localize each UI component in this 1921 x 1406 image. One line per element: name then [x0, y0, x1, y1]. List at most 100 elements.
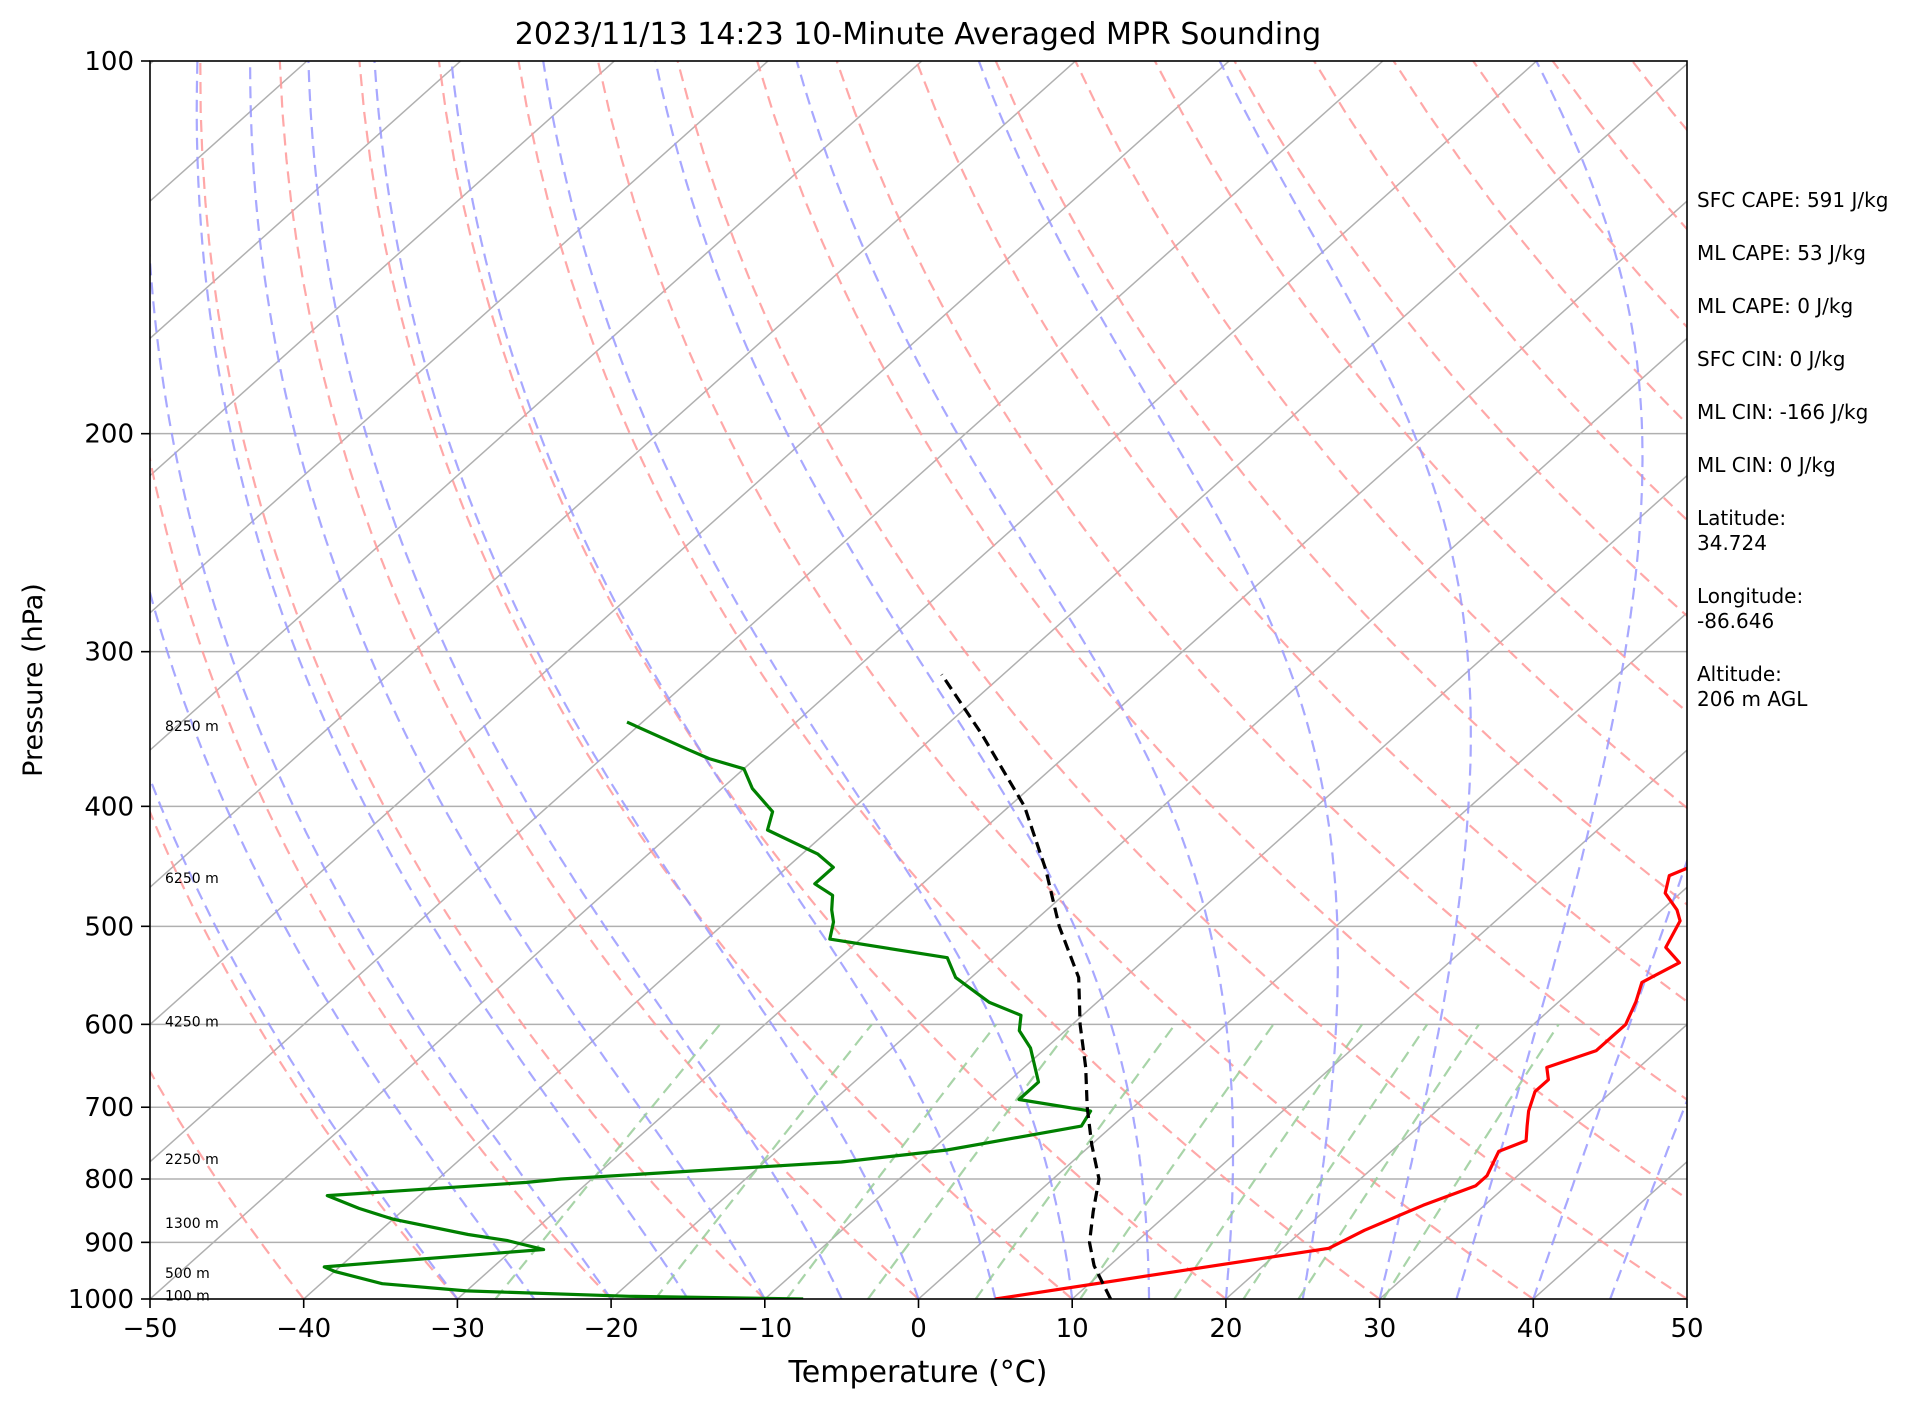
- x-tick-label: 10: [1056, 1314, 1089, 1344]
- moist-adiabat-line: [307, 61, 843, 1299]
- dry-adiabat-line: [437, 61, 1227, 1299]
- reference-lines: [150, 61, 1687, 1299]
- height-label: 8250 m: [165, 719, 219, 735]
- mixing-ratio-line: [1382, 1023, 1560, 1299]
- x-tick-label: 0: [910, 1314, 927, 1344]
- x-tick-label: 50: [1670, 1314, 1703, 1344]
- moist-adiabat-line: [195, 61, 689, 1299]
- mixing-ratio-line: [654, 1023, 873, 1299]
- x-tick-label: 20: [1209, 1314, 1242, 1344]
- y-tick-label: 1000: [68, 1285, 134, 1315]
- isotherm-line: [150, 61, 923, 752]
- x-tick-label: −10: [737, 1314, 792, 1344]
- dry-adiabat-line: [199, 61, 766, 1299]
- x-tick-label: −40: [276, 1314, 331, 1344]
- isotherm-line: [764, 474, 1687, 1299]
- moist-adiabat-line: [795, 61, 1235, 1299]
- moist-adiabat-line: [249, 61, 766, 1299]
- moist-adiabat-line: [150, 245, 612, 1299]
- y-tick-label: 200: [84, 420, 134, 450]
- height-label: 100 m: [165, 1288, 210, 1304]
- dry-adiabat-line: [756, 61, 1687, 1200]
- y-tick-label: 500: [84, 912, 134, 942]
- isotherm-line: [303, 62, 1687, 1299]
- height-label: 6250 m: [165, 871, 219, 887]
- x-tick-label: 30: [1363, 1314, 1396, 1344]
- moist-adiabat-line: [150, 775, 459, 1299]
- y-tick-label: 700: [84, 1093, 134, 1123]
- isotherm-line: [610, 337, 1687, 1299]
- chart-title: 2023/11/13 14:23 10-Minute Averaged MPR …: [515, 17, 1321, 52]
- y-tick-label: 300: [84, 638, 134, 668]
- moist-adiabat-line: [373, 61, 920, 1299]
- moist-adiabat-line: [977, 61, 1339, 1299]
- y-tick-label: 400: [84, 792, 134, 822]
- mixing-ratio-line: [867, 1023, 1075, 1299]
- mixing-ratio-line: [785, 1023, 998, 1299]
- height-label: 4250 m: [165, 1015, 219, 1031]
- moist-adiabat-line: [1218, 61, 1472, 1299]
- temperature-profile-line: [995, 866, 1687, 1299]
- isotherm-line: [150, 61, 615, 477]
- x-axis-label: Temperature (°C): [788, 1355, 1048, 1390]
- isotherm-line: [150, 61, 1384, 1163]
- longitude-value: Longitude: -86.646: [1697, 584, 1804, 633]
- y-tick-label: 600: [84, 1010, 134, 1040]
- isotherm-line: [150, 61, 1230, 1026]
- y-axis-label: Pressure (hPa): [18, 583, 49, 777]
- ml-cape-value: ML CAPE: 53 J/kg: [1697, 241, 1866, 265]
- dry-adiabat-line: [517, 61, 1381, 1299]
- dry-adiabat-line: [1233, 61, 1687, 618]
- height-label: 2250 m: [165, 1152, 219, 1168]
- dry-adiabat-line: [915, 61, 1687, 1003]
- isotherm-line: [1379, 1023, 1687, 1299]
- y-tick-label: 800: [84, 1165, 134, 1195]
- y-tick-label: 900: [84, 1228, 134, 1258]
- moist-adiabat-line: [1455, 61, 1644, 1299]
- isotherm-line: [1071, 749, 1687, 1299]
- mixing-ratio-line: [1297, 1023, 1480, 1299]
- isotherm-line: [150, 61, 1538, 1299]
- moist-adiabat-line: [542, 61, 1074, 1299]
- mixing-ratio-line: [974, 1023, 1176, 1299]
- sounding-info-panel: SFC CAPE: 591 J/kg ML CAPE: 53 J/kg ML C…: [1697, 188, 1917, 740]
- x-tick-label: −30: [430, 1314, 485, 1344]
- dry-adiabat-line: [835, 61, 1687, 1101]
- ml-cape-value-2: ML CAPE: 0 J/kg: [1697, 294, 1854, 318]
- x-axis-ticks: −50 −40 −30 −20 −10 0 10 20 30 40 50: [123, 1299, 1704, 1344]
- isotherm-line: [150, 61, 769, 614]
- isotherm-line: [150, 61, 1076, 889]
- sfc-cin-value: SFC CIN: 0 J/kg: [1697, 347, 1846, 371]
- mixing-ratio-line: [1242, 1023, 1429, 1299]
- height-labels: 8250 m 6250 m 4250 m 2250 m 1300 m 500 m 100 m: [165, 719, 219, 1304]
- dry-adiabat-line: [358, 61, 1073, 1299]
- moist-adiabat-line: [654, 61, 1151, 1299]
- ml-cin-value-2: ML CIN: 0 J/kg: [1697, 453, 1836, 477]
- height-label: 1300 m: [165, 1216, 219, 1232]
- parcel-path-line: [940, 673, 1113, 1299]
- y-tick-label: 100: [84, 47, 134, 77]
- x-tick-label: −50: [123, 1314, 178, 1344]
- isotherm-line: [456, 200, 1687, 1299]
- dry-adiabat-line: [150, 454, 612, 1299]
- dewpoint-profile-line: [322, 720, 1093, 1299]
- data-series: [322, 673, 1687, 1299]
- x-tick-label: −20: [584, 1314, 639, 1344]
- dry-adiabat-line: [278, 61, 920, 1299]
- mixing-ratio-line: [494, 1023, 721, 1299]
- height-label: 500 m: [165, 1266, 210, 1282]
- latitude-value: Latitude: 34.724: [1697, 506, 1787, 555]
- isotherm-line: [918, 611, 1687, 1299]
- x-tick-label: 40: [1517, 1314, 1550, 1344]
- dry-adiabat-line: [676, 61, 1687, 1299]
- mixing-ratio-line: [1173, 1023, 1364, 1299]
- mixing-ratio-line: [1079, 1023, 1275, 1299]
- isotherm-line: [150, 61, 462, 340]
- ml-cin-value: ML CIN: -166 J/kg: [1697, 400, 1869, 424]
- y-axis-ticks: 100 200 300 400 500 600 700 800 900 1000: [68, 47, 150, 1315]
- isotherm-line: [1225, 886, 1687, 1299]
- sfc-cape-value: SFC CAPE: 591 J/kg: [1697, 188, 1889, 212]
- moist-adiabat-line: [150, 588, 536, 1299]
- altitude-value: Altitude: 206 m AGL: [1697, 662, 1808, 711]
